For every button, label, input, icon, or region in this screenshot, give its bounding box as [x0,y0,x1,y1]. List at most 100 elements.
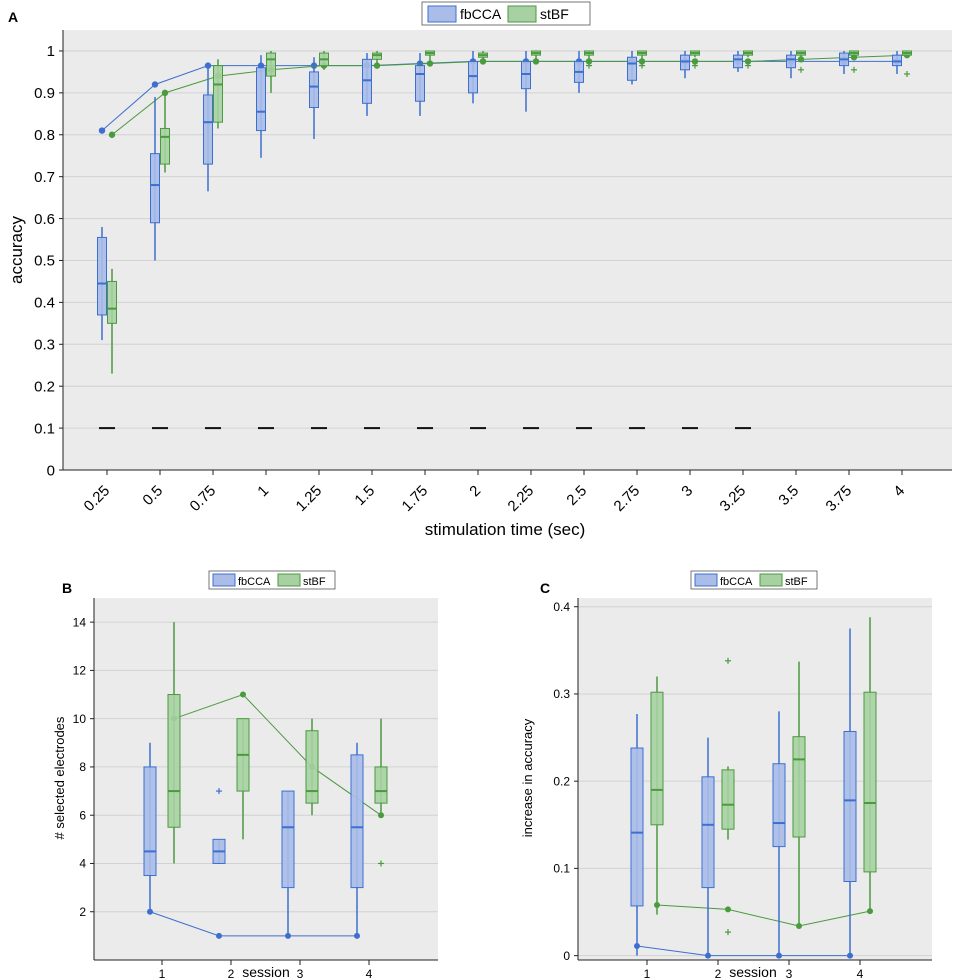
panel-b-fbcca-box [350,742,364,936]
panel-a-y-tick-label: 0.8 [34,127,55,144]
panel-a-stbf-box [796,50,806,73]
panel-a-fbcca-mean-point [98,127,106,134]
panel-a-stbf-outlier [639,62,645,69]
panel-a-stbf-mean-point [797,56,805,63]
panel-b-y-tick-label: 6 [79,808,86,822]
panel-a-y-axis-label: accuracy [7,215,26,284]
panel-c-stbf-outlier [725,929,731,936]
panel-c-fbcca-iqr [630,747,644,907]
panel-a-legend-swatch-fbcca [427,5,457,23]
panel-a-stbf-box [743,50,753,69]
panel-a-fbcca-box [362,53,372,116]
panel-a-fbcca-iqr [892,54,902,67]
panel-a-fbcca-box [733,50,743,72]
panel-c-legend-swatch-fbcca [694,573,718,587]
panel-a-fbcca-iqr [150,153,160,224]
panel-a-y-tick-label: 0.2 [34,378,55,395]
panel-a-stbf-box [425,50,435,62]
panel-a-fbcca-iqr [415,65,425,102]
panel-a-x-ticks: 0.25 0.5 0.75 1 1.25 1.5 1.75 2 2.25 2.5 2.75 3 3.25… [63,469,952,515]
panel-a-stbf-outlier [745,62,751,69]
panel-a-stbf-mean-point [691,58,699,65]
panel-a-fbcca-iqr [97,236,107,316]
panel-a-x-tick-label: 4 [890,482,908,500]
panel-b-y-tick-label: 10 [73,712,87,726]
panel-c-stbf-iqr [863,691,877,873]
panel-c-fbcca-box [630,714,644,956]
panel-a-y-tick-label: 0.7 [34,169,55,186]
panel-b-fbcca-box [143,742,157,912]
panel-a-stbf-box [319,50,329,70]
panel-c-y-tick-label: 0.3 [553,687,570,701]
panel-b-boxes [143,622,388,936]
panel-a-stbf-box [372,50,382,66]
panel-a-y-tick-label: 0.4 [34,295,55,312]
panel-b-legend: fbCCA stBF [208,570,336,590]
panel-b-y-tick-label: 12 [73,664,87,678]
panel-a-stbf-mean-point [426,60,434,67]
panel-c-legend-box [690,570,818,590]
panel-b-stbf-iqr [305,730,319,804]
panel-a-x-axis-label: stimulation time (sec) [425,520,586,539]
panel-b-fbcca-iqr [281,790,295,889]
panel-a-fbcca-iqr [680,54,690,71]
panel-c-stbf-box [792,661,806,926]
panel-a-fbcca-mean-point [204,62,212,69]
panel-c-stbf-mean-point [725,906,731,913]
panel-a-fbcca-mean-point [151,81,159,88]
panel-c-label: C [540,580,550,596]
panel-b-fbcca-iqr [350,754,364,889]
panel-b-stbf-box [236,718,250,840]
panel-c-y-tick-label: 0.4 [553,600,570,614]
panel-a-x-tick-label: 2.5 [563,482,590,509]
panel-a-fbcca-box [203,67,213,192]
panel-a-stbf-outlier [798,66,804,73]
panel-c-fbcca-box [772,711,786,956]
panel-a-fbcca-box [892,50,902,74]
panel-b-fbcca-box [212,788,226,864]
panel-a-fbcca-box [574,50,584,93]
panel-a-stbf-mean-point [585,58,593,65]
panel-a-x-tick-label: 2.75 [611,482,644,515]
panel-c-stbf-mean-point [796,922,802,929]
panel-a-stbf-iqr [107,280,117,324]
panel-a-x-tick-label: 2.25 [505,482,538,515]
panel-a-stbf-outlier [586,62,592,69]
panel-a-x-tick-label: 3.25 [717,482,750,515]
panel-b-fbcca-box [281,790,295,936]
panel-c-stbf-box [721,657,735,936]
panel-a-fbcca-iqr [309,71,319,109]
panel-a-stbf-box [160,92,170,173]
panel-a-fbcca-box [309,57,319,139]
panel-c-stbf-box [650,676,664,915]
panel-a-stbf-iqr [266,52,276,77]
panel-a-fbcca-box [839,50,849,74]
panel-b-legend-fbcca: fbCCA [238,576,271,588]
panel-c-x-tick-label: 1 [644,967,651,980]
panel-a-stbf-iqr [160,127,170,165]
panel-c-stbf-box [863,617,877,911]
panel-a-fbcca-box [97,226,107,341]
panel-a-y-tick-label: 0.9 [34,85,55,102]
panel-c-y-tick-label: 0.2 [553,774,570,788]
panel-a-fbcca-box [521,50,531,112]
panel-c-fbcca-box [843,628,857,956]
panel-c-x-ticks: 1 2 3 4 [578,959,932,980]
panel-a-fbcca-box [468,50,478,104]
panel-b-stbf-outlier [378,860,384,867]
panel-a-fbcca-box [150,97,160,261]
panel-c-y-axis-label: increase in accuracy [520,718,535,837]
panel-a-stbf-mean-point [744,58,752,65]
panel-c-x-tick-label: 4 [857,967,864,980]
panel-a-x-tick-label: 3.5 [775,482,802,509]
panel-a-fbcca-iqr [627,56,637,81]
panel-a-stbf-box [637,50,647,69]
panel-c-fbcca-mean-line [636,945,850,957]
panel-a-y-tick-label: 0.5 [34,253,55,270]
panel-c-fbcca-iqr [772,763,786,848]
panel-c: C 0 0.1 0.2 0.3 0.4 1 2 3 4 increase in accurac… [520,570,932,980]
panel-a-stbf-box [690,50,700,69]
panel-b-stbf-mean-line [173,693,382,816]
panel-a-fbcca-box [786,50,796,79]
